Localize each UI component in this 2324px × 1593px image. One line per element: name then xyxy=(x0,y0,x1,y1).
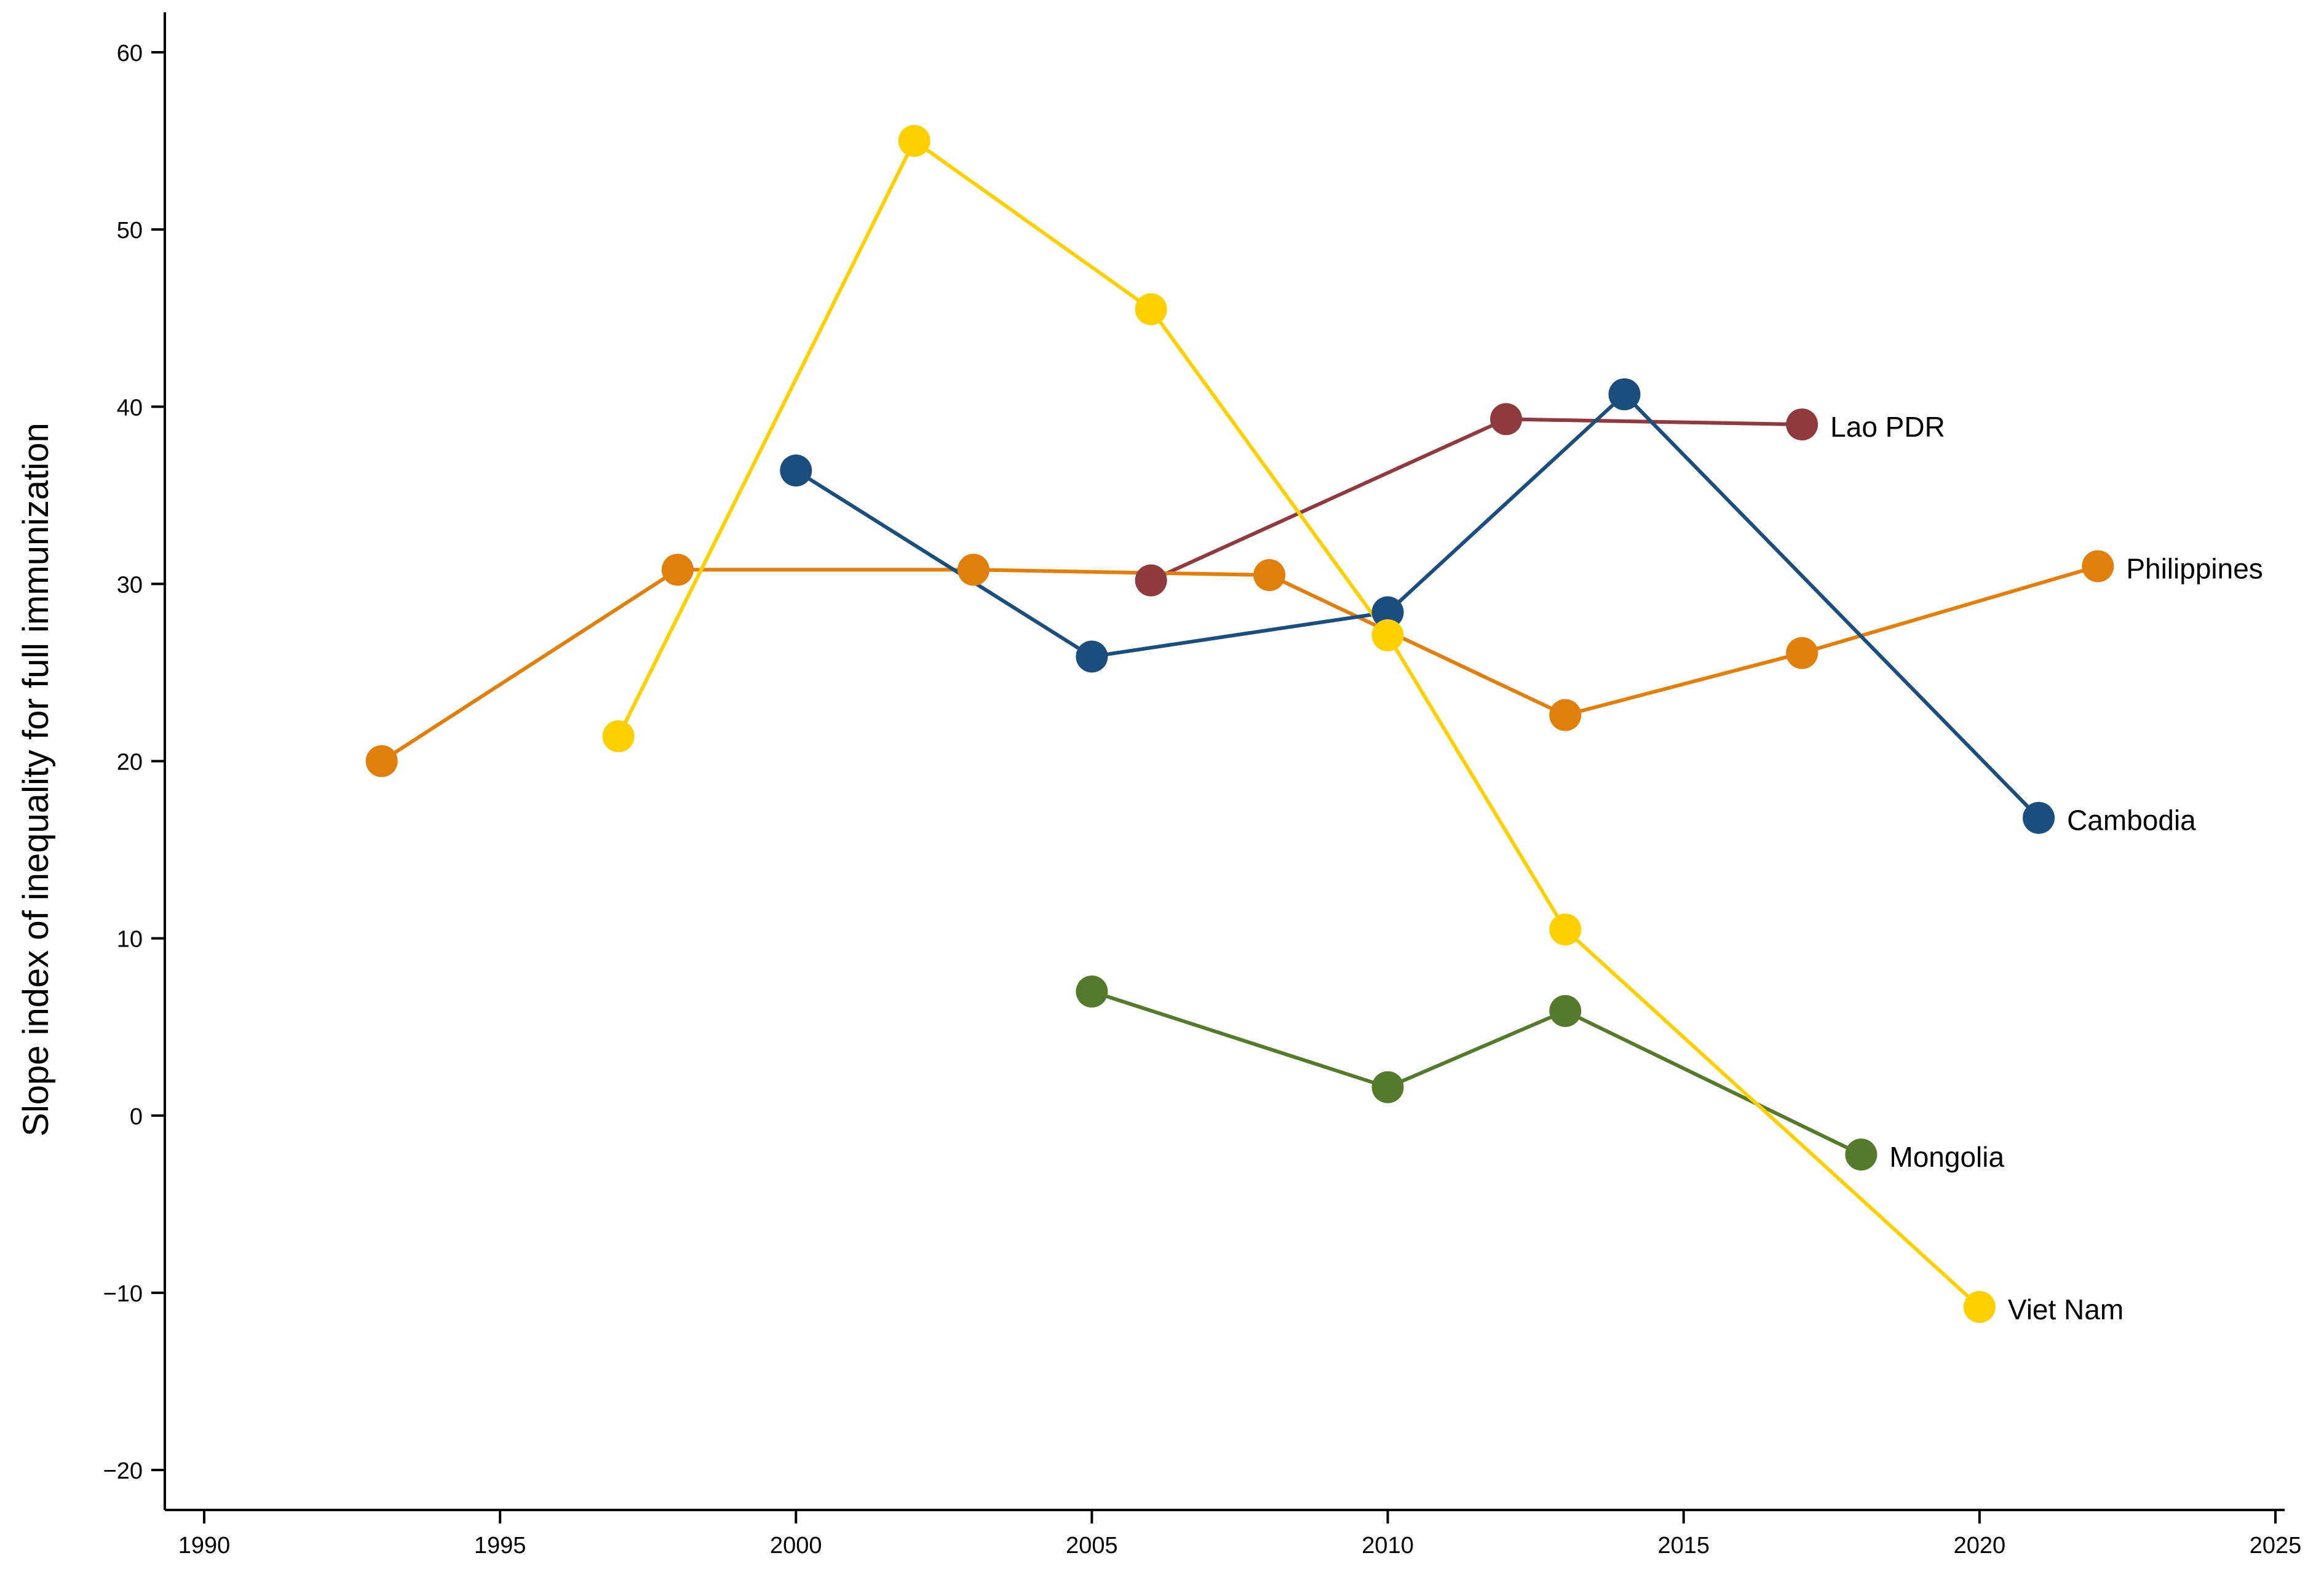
data-point-cambodia xyxy=(2023,801,2055,834)
data-point-philippines xyxy=(957,554,989,586)
data-point-mongolia xyxy=(1845,1138,1878,1171)
x-tick-label: 2000 xyxy=(770,1533,822,1559)
data-point-philippines xyxy=(1549,699,1582,731)
data-point-cambodia xyxy=(1076,640,1108,673)
data-point-viet-nam xyxy=(1963,1290,1996,1323)
data-point-viet-nam xyxy=(1549,913,1582,946)
y-tick-label: −20 xyxy=(103,1458,143,1484)
y-tick-label: 40 xyxy=(117,395,143,421)
data-point-lao-pdr xyxy=(1135,564,1167,597)
data-point-lao-pdr xyxy=(1786,408,1818,441)
data-point-cambodia xyxy=(1371,596,1404,629)
series-line-mongolia xyxy=(1091,990,1862,1156)
x-tick-label: 2010 xyxy=(1362,1533,1414,1559)
y-tick-label: 0 xyxy=(130,1104,143,1130)
data-point-mongolia xyxy=(1076,975,1108,1008)
data-point-philippines xyxy=(661,554,694,586)
data-point-viet-nam xyxy=(602,720,635,753)
x-tick-label: 2015 xyxy=(1657,1533,1710,1559)
series-lines xyxy=(381,139,2099,1309)
series-label-philippines: Philippines xyxy=(2126,553,2263,585)
y-tick-label: 20 xyxy=(117,750,143,776)
x-tick-label: 1990 xyxy=(178,1533,231,1559)
y-tick-label: 10 xyxy=(117,927,143,953)
data-point-philippines xyxy=(365,745,398,777)
series-label-viet-nam: Viet Nam xyxy=(2008,1293,2124,1325)
x-tick-label: 2005 xyxy=(1066,1533,1118,1559)
y-tick-label: 60 xyxy=(117,41,143,66)
y-axis-title: Slope index of inequality for full immun… xyxy=(16,423,56,1137)
data-point-lao-pdr xyxy=(1490,403,1523,435)
data-point-mongolia xyxy=(1549,995,1582,1027)
data-point-philippines xyxy=(1786,637,1818,669)
series-label-mongolia: Mongolia xyxy=(1889,1141,2004,1173)
y-tick-label: 50 xyxy=(117,218,143,244)
series-points xyxy=(365,125,2114,1323)
data-point-cambodia xyxy=(780,454,812,487)
data-point-mongolia xyxy=(1371,1071,1404,1103)
axes: −20 −10 0 10 20 30 40 50 60 1990 1995 2000 2005 2010 2… xyxy=(103,12,2302,1559)
data-point-viet-nam xyxy=(1371,619,1404,651)
x-tick-label: 2020 xyxy=(1954,1533,2006,1559)
series-labels: Lao PDR Philippines Cambodia Mongolia Viet N… xyxy=(1830,411,2263,1325)
series-label-lao-pdr: Lao PDR xyxy=(1830,411,1945,443)
data-point-philippines xyxy=(1253,558,1286,591)
series-line-philippines xyxy=(381,564,2099,763)
data-point-cambodia xyxy=(1608,378,1641,411)
series-line-viet-nam xyxy=(616,139,1981,1309)
y-tick-label: 30 xyxy=(117,572,143,598)
y-tick-label: −10 xyxy=(103,1281,143,1307)
data-point-philippines xyxy=(2082,550,2114,582)
data-point-viet-nam xyxy=(898,125,930,157)
x-tick-label: 2025 xyxy=(2250,1533,2302,1559)
series-label-cambodia: Cambodia xyxy=(2067,804,2196,836)
x-tick-label: 1995 xyxy=(474,1533,526,1559)
data-point-viet-nam xyxy=(1135,293,1167,325)
